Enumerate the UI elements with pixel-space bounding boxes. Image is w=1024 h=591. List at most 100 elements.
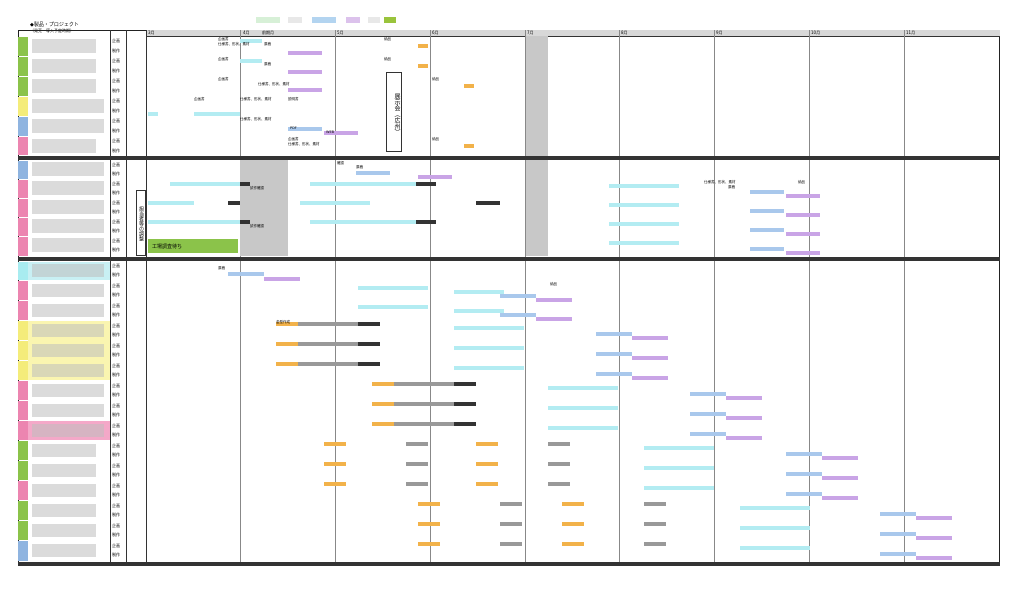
task-bar <box>726 416 762 420</box>
task-bar <box>418 175 452 179</box>
task-bar <box>644 542 666 546</box>
sheet-title: ◆製品・プロジェクト <box>30 22 79 28</box>
row-kind-label: 企画 <box>112 78 120 83</box>
task-label: WEB <box>326 130 335 134</box>
col-divider <box>110 30 111 566</box>
task-label: PDF <box>290 126 297 130</box>
category-tag <box>18 521 28 540</box>
task-bar <box>880 532 916 536</box>
row-kind-label: 制作 <box>112 412 120 417</box>
task-label: 原稿 <box>264 62 271 66</box>
task-bar <box>690 412 726 416</box>
task-bar <box>916 516 952 520</box>
category-tag <box>18 481 28 500</box>
task-bar <box>644 486 714 490</box>
category-tag <box>18 301 28 320</box>
row-kind-label: 企画 <box>112 503 120 508</box>
task-bar <box>372 382 394 386</box>
section-separator <box>18 562 1000 566</box>
task-label: 確認 <box>337 161 344 165</box>
redacted-product <box>32 139 96 153</box>
category-tag <box>18 117 28 136</box>
month-label: 9月 <box>716 30 723 35</box>
row-kind-label: 企画 <box>112 138 120 143</box>
task-bar <box>358 342 380 346</box>
redacted-product <box>32 39 96 53</box>
task-label: 納品 <box>798 180 805 184</box>
legend-swatch-6 <box>384 17 396 23</box>
category-tag <box>18 77 28 96</box>
task-bar <box>372 402 394 406</box>
redacted-product <box>32 324 104 337</box>
row-kind-label: 企画 <box>112 283 120 288</box>
task-bar <box>916 536 952 540</box>
row-kind-label: 企画 <box>112 58 120 63</box>
task-bar <box>372 422 394 426</box>
task-bar <box>288 51 322 55</box>
category-tag <box>18 401 28 420</box>
row-kind-label: 企画 <box>112 200 120 205</box>
task-bar <box>406 482 428 486</box>
task-bar <box>454 326 524 330</box>
task-label: 企画書 <box>194 97 205 101</box>
task-bar <box>394 382 454 386</box>
task-bar <box>740 506 810 510</box>
task-bar <box>454 346 524 350</box>
category-tag <box>18 441 28 460</box>
task-bar <box>690 432 726 436</box>
task-bar <box>562 542 584 546</box>
factory-wait-box: 工場調査待ち <box>148 239 238 253</box>
row-kind-label: 企画 <box>112 219 120 224</box>
task-bar <box>880 552 916 556</box>
row-kind-label: 企画 <box>112 343 120 348</box>
task-bar <box>726 396 762 400</box>
task-bar <box>500 502 522 506</box>
month-divider <box>809 30 810 566</box>
month-divider <box>240 30 241 566</box>
redacted-product <box>32 544 96 557</box>
task-bar <box>276 322 298 326</box>
task-bar <box>548 386 618 390</box>
task-bar <box>500 522 522 526</box>
task-bar <box>596 372 632 376</box>
month-divider <box>525 30 526 566</box>
task-bar <box>916 556 952 560</box>
redacted-product <box>32 162 104 176</box>
task-bar <box>536 317 572 321</box>
task-bar <box>148 112 158 116</box>
holiday-shade <box>526 160 548 256</box>
task-bar <box>298 322 358 326</box>
task-label: 仕様書、形状、素材 <box>258 82 290 86</box>
task-bar <box>750 190 784 194</box>
redacted-product <box>32 79 96 93</box>
row-kind-label: 制作 <box>112 332 120 337</box>
task-label: 仕様書、形状、素材 <box>704 180 736 184</box>
redacted-product <box>32 444 96 457</box>
row-kind-label: 企画 <box>112 303 120 308</box>
legend-swatch-2 <box>288 17 302 23</box>
row-kind-label: 制作 <box>112 472 120 477</box>
row-kind-label: 制作 <box>112 392 120 397</box>
task-bar <box>596 332 632 336</box>
task-bar <box>786 452 822 456</box>
task-bar <box>476 442 498 446</box>
task-bar <box>786 232 820 236</box>
task-bar <box>740 546 810 550</box>
task-bar <box>358 322 380 326</box>
category-tag <box>18 501 28 520</box>
task-bar <box>406 442 428 446</box>
row-kind-label: 企画 <box>112 162 120 167</box>
row-kind-label: 企画 <box>112 38 120 43</box>
task-bar <box>240 182 250 186</box>
task-bar <box>358 362 380 366</box>
row-kind-label: 企画 <box>112 543 120 548</box>
category-tag <box>18 57 28 76</box>
task-bar <box>609 184 679 188</box>
task-bar <box>288 88 322 92</box>
task-label: 説明書 <box>288 97 299 101</box>
category-tag <box>18 281 28 300</box>
task-bar <box>288 70 322 74</box>
redacted-product <box>32 424 104 437</box>
task-label: 納品 <box>550 282 557 286</box>
category-tag <box>18 541 28 561</box>
